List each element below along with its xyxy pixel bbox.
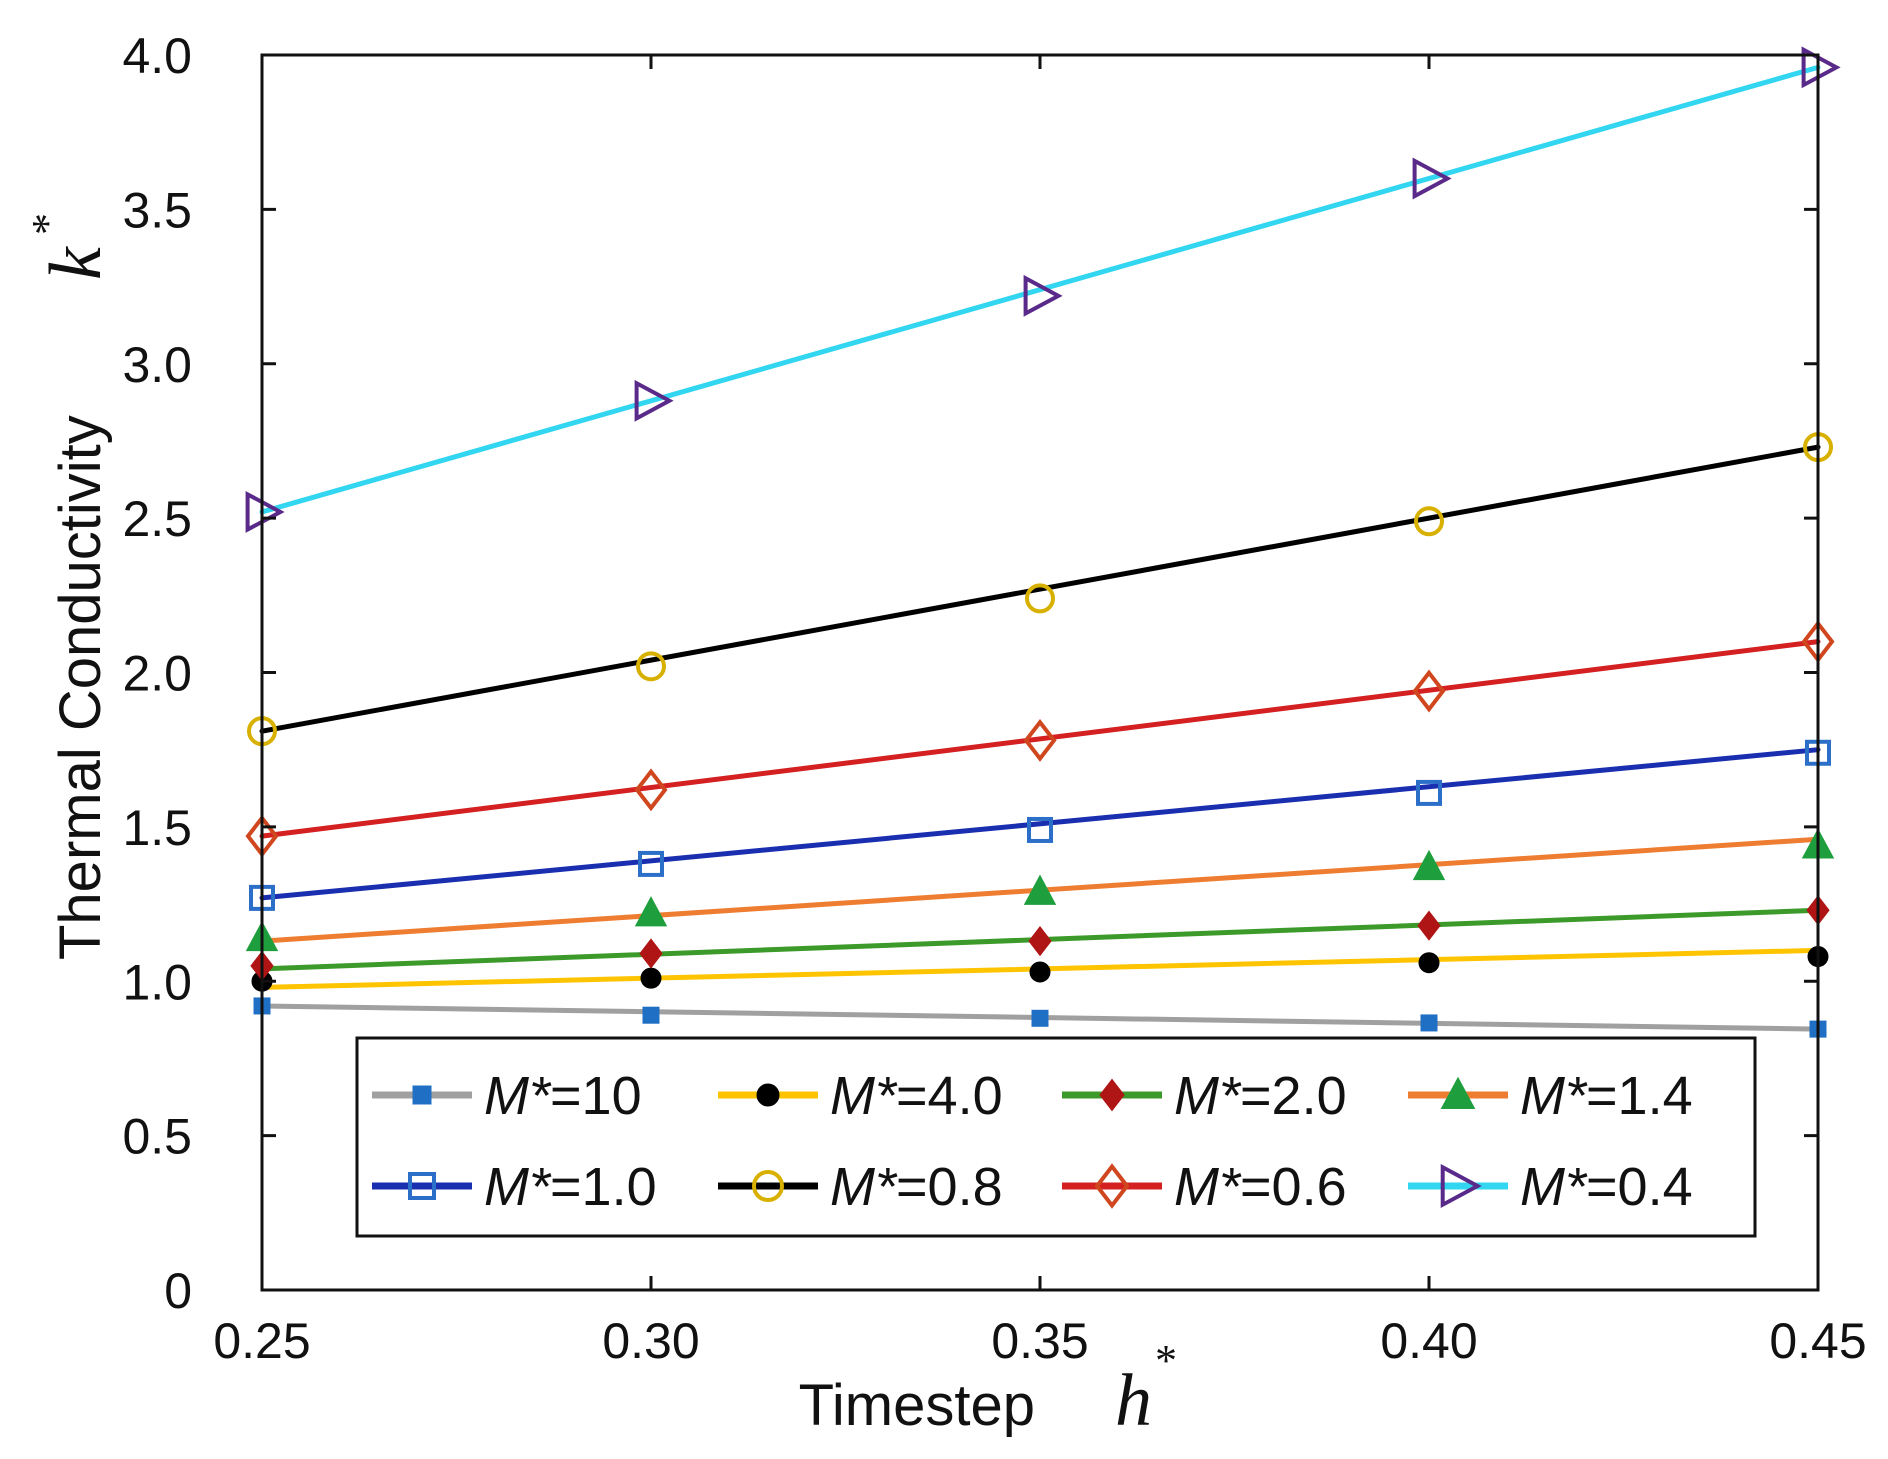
data-point xyxy=(1031,1009,1049,1027)
legend-marker xyxy=(1440,1163,1482,1209)
legend-label: M*=2.0 xyxy=(1174,1066,1347,1126)
legend-marker xyxy=(1440,1076,1476,1109)
data-point xyxy=(1414,506,1444,537)
data-point xyxy=(245,491,285,533)
legend-label: M*=1.0 xyxy=(484,1157,657,1217)
legend-entry: M*=1.4 xyxy=(1408,1066,1693,1126)
data-point xyxy=(642,1006,660,1024)
data-point xyxy=(1801,46,1841,89)
data-point xyxy=(634,768,668,812)
y-axis-symbol: k xyxy=(35,246,117,280)
legend-marker xyxy=(1094,1163,1130,1209)
data-point xyxy=(1023,874,1057,905)
series-line xyxy=(259,64,1821,515)
y-axis-label: Thermal Conductivity xyxy=(48,415,113,960)
data-point xyxy=(640,967,662,989)
data-point xyxy=(634,896,668,927)
y-tick-label: 4.0 xyxy=(122,28,192,84)
x-axis-title: Timestep h * xyxy=(799,1336,1177,1442)
y-tick-label: 3.5 xyxy=(122,182,192,238)
data-point xyxy=(1412,849,1446,881)
series-line xyxy=(259,747,1821,901)
legend-label: M*=10 xyxy=(484,1066,642,1126)
x-tick-label: 0.40 xyxy=(1380,1313,1477,1369)
x-tick-label: 0.25 xyxy=(213,1313,310,1369)
y-tick-label: 0.5 xyxy=(122,1109,192,1165)
legend-marker xyxy=(1099,1078,1125,1112)
y-tick-label: 2.5 xyxy=(122,491,192,547)
data-point xyxy=(1029,961,1051,983)
data-point xyxy=(639,938,663,969)
tick-labels: 0.25 0.30 0.35 0.40 0.45 0 0.5 1.0 1.5 2.0 2.5 3.0 3… xyxy=(122,28,1866,1369)
y-tick-label: 3.0 xyxy=(122,337,192,393)
series-line xyxy=(259,444,1821,734)
legend-entry: M*=4.0 xyxy=(718,1066,1003,1126)
y-tick-label: 1.5 xyxy=(122,800,192,856)
data-point xyxy=(1417,910,1441,941)
y-axis-superscript: * xyxy=(23,213,72,235)
legend-marker xyxy=(752,1170,784,1202)
data-point xyxy=(1027,816,1053,843)
legend-entry: M*=2.0 xyxy=(1062,1066,1347,1126)
x-axis-symbol: h xyxy=(1115,1360,1152,1442)
x-tick-label: 0.35 xyxy=(991,1313,1088,1369)
series-line xyxy=(259,639,1821,839)
legend-entry: M*=0.6 xyxy=(1062,1157,1347,1217)
legend-box xyxy=(355,1036,1757,1238)
y-tick-label: 1.0 xyxy=(122,954,192,1010)
legend-marker xyxy=(412,1085,432,1105)
legend-entries: M*=10 M*=4.0 M*=2.0 M*=1.4 M*=1.0 M*=0.8 M*=0.… xyxy=(372,1066,1693,1217)
data-point xyxy=(1420,1014,1438,1032)
data-point xyxy=(1412,669,1446,713)
legend-label: M*=0.8 xyxy=(830,1157,1003,1217)
legend-entry: M*=1.0 xyxy=(372,1157,657,1217)
y-axis-title: Thermal Conductivity k * xyxy=(23,213,117,960)
legend-label: M*=4.0 xyxy=(830,1066,1003,1126)
x-axis-label: Timestep xyxy=(799,1373,1035,1438)
data-point xyxy=(1416,779,1442,806)
data-point xyxy=(638,850,664,877)
x-tick-label: 0.45 xyxy=(1769,1313,1866,1369)
y-tick-label: 2.0 xyxy=(122,646,192,702)
data-point xyxy=(636,651,666,682)
legend-marker xyxy=(756,1083,780,1107)
data-point xyxy=(1418,952,1440,974)
data-point xyxy=(1025,583,1055,614)
legend-label: M*=0.6 xyxy=(1174,1157,1347,1217)
legend-marker xyxy=(408,1172,436,1200)
legend: M*=10 M*=4.0 M*=2.0 M*=1.4 M*=1.0 M*=0.8 M*=0.… xyxy=(355,1036,1757,1238)
legend-entry: M*=10 xyxy=(372,1066,642,1126)
legend-label: M*=1.4 xyxy=(1520,1066,1693,1126)
data-point xyxy=(1023,718,1057,762)
x-tick-label: 0.30 xyxy=(602,1313,699,1369)
y-tick-label: 0 xyxy=(164,1263,192,1319)
x-axis-superscript: * xyxy=(1155,1336,1177,1385)
data-point xyxy=(634,379,674,422)
legend-entry: M*=0.4 xyxy=(1408,1157,1693,1217)
legend-entry: M*=0.8 xyxy=(718,1157,1003,1217)
axis-ticks xyxy=(260,53,1820,1292)
legend-label: M*=0.4 xyxy=(1520,1157,1693,1217)
data-point xyxy=(1412,157,1452,200)
data-point xyxy=(1023,274,1063,317)
data-point xyxy=(1028,925,1052,957)
